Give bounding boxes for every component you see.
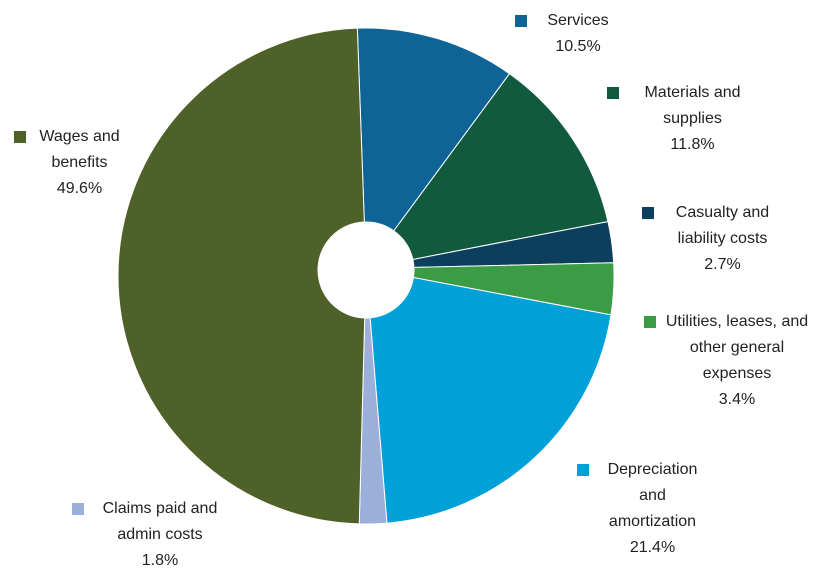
category-name: Wages and benefits (39, 128, 120, 171)
value-label: 11.8% (670, 136, 715, 153)
category-name: Depreciation and amortization (607, 461, 698, 530)
slice-label: Wages and benefits 49.6% (14, 124, 127, 202)
value-label: 1.8% (141, 552, 179, 569)
legend-swatch (14, 131, 26, 143)
legend-swatch (577, 464, 589, 476)
slice (393, 73, 609, 261)
slice-label: Utilities, leases, and other general exp… (644, 309, 812, 413)
slice-label: Depreciation and amortization 21.4% (577, 457, 710, 561)
legend-swatch (72, 503, 84, 515)
category-name: Utilities, leases, and other general exp… (665, 313, 809, 382)
slice-label: Claims paid and admin costs 1.8% (72, 496, 230, 574)
legend-swatch (644, 316, 656, 328)
value-label: 3.4% (718, 391, 756, 408)
category-name: Materials and supplies (644, 84, 741, 127)
category-name: Services (547, 12, 609, 29)
slice-label: Casualty and liability costs 2.7% (642, 200, 785, 278)
value-label: 21.4% (629, 539, 676, 556)
legend-swatch (642, 207, 654, 219)
category-name: Casualty and liability costs (675, 204, 770, 247)
slice (369, 276, 612, 524)
slice-label: Materials and supplies 11.8% (607, 80, 760, 158)
slice (117, 27, 366, 525)
slice-label: Services 10.5% (515, 8, 623, 60)
legend-swatch (607, 87, 619, 99)
value-label: 10.5% (555, 38, 601, 55)
category-name: Claims paid and admin costs (102, 500, 218, 543)
value-label: 49.6% (56, 180, 103, 197)
value-label: 2.7% (704, 256, 741, 273)
slice (356, 27, 511, 232)
legend-swatch (515, 15, 527, 27)
